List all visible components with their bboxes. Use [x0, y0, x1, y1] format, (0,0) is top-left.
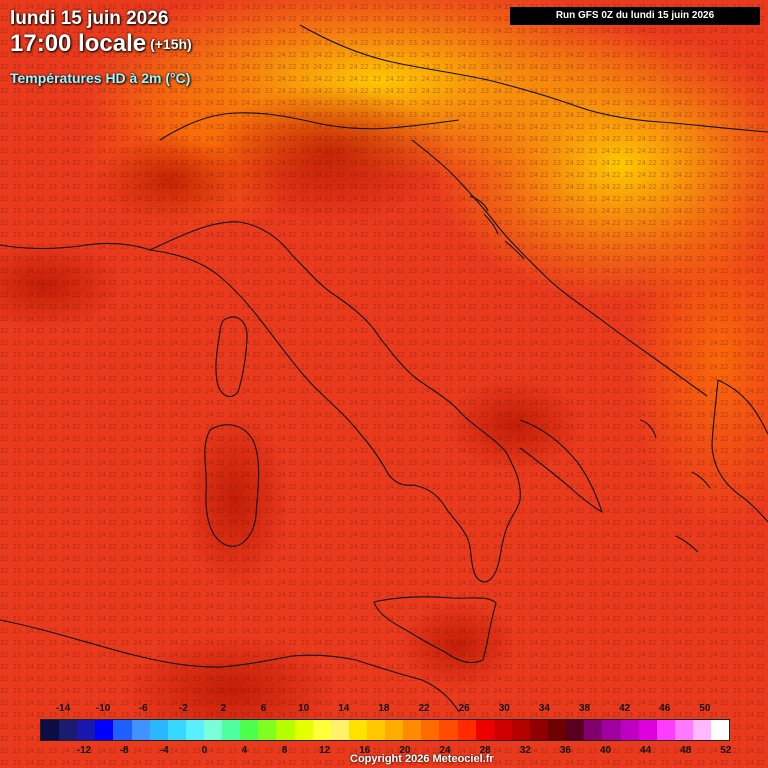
balkan-coast	[411, 139, 708, 397]
legend-label: 8	[281, 745, 288, 756]
legend-label: 36	[559, 745, 571, 756]
central-europe-border	[299, 24, 768, 133]
legend-swatch	[385, 720, 404, 740]
legend-swatch	[566, 720, 585, 740]
legend-label: 22	[418, 703, 430, 714]
legend-swatch	[149, 720, 168, 740]
legend-swatch	[602, 720, 621, 740]
legend-swatch	[439, 720, 458, 740]
legend-label: 26	[458, 703, 470, 714]
legend-label: 20	[399, 745, 411, 756]
legend-swatch	[77, 720, 96, 740]
legend-swatch	[711, 720, 730, 740]
legend-swatch	[638, 720, 657, 740]
legend-label: 4	[241, 745, 248, 756]
legend-swatch	[222, 720, 241, 740]
legend-swatch	[348, 720, 367, 740]
legend-swatch	[276, 720, 295, 740]
legend-swatch	[511, 720, 530, 740]
legend-swatch	[692, 720, 712, 740]
legend-top-labels: -14 -10 -6 -2 2 6 10 14 18 22 26 30 34 38 42 46 50	[40, 701, 730, 717]
legend-label: 52	[720, 745, 732, 756]
legend-swatch	[294, 720, 313, 740]
sardinia-outline	[204, 424, 260, 547]
legend-label: 48	[680, 745, 692, 756]
legend-label: 46	[659, 703, 671, 714]
forecast-date: lundi 15 juin 2026	[10, 8, 169, 29]
greece-outline	[711, 379, 768, 523]
legend-swatch	[548, 720, 567, 740]
france-coast	[0, 242, 151, 251]
legend-swatch	[620, 720, 639, 740]
legend-label: 14	[338, 703, 350, 714]
legend-label: 30	[498, 703, 510, 714]
legend-swatch	[41, 720, 60, 740]
legend-label: 2	[220, 703, 227, 714]
legend-label: -4	[159, 745, 169, 756]
legend-swatch	[131, 720, 150, 740]
legend-label: 10	[298, 703, 310, 714]
legend-label: 0	[201, 745, 208, 756]
legend-swatch	[240, 720, 259, 740]
legend-swatch	[493, 720, 512, 740]
legend-swatch	[330, 720, 349, 740]
coastlines-and-borders	[0, 24, 768, 713]
legend-label: 28	[479, 745, 491, 756]
legend-label: 32	[519, 745, 531, 756]
legend-label: 44	[640, 745, 652, 756]
legend-swatch	[312, 720, 331, 740]
forecast-time-label: 17:00 locale	[10, 30, 147, 57]
legend-swatch	[167, 720, 186, 740]
legend-label: -6	[138, 703, 148, 714]
legend-color-scale	[40, 719, 730, 741]
legend-label: -14	[55, 703, 71, 714]
italy-coastline	[149, 221, 521, 583]
legend-swatch	[584, 720, 603, 740]
forecast-offset: (+15h)	[150, 36, 192, 52]
legend-bottom-labels: -12 -8 -4 0 4 8 12 16 20 24 28 32 36 40 44 48 52	[40, 743, 732, 759]
run-info: Run GFS 0Z du lundi 15 juin 2026	[510, 7, 760, 25]
corsica-outline	[215, 316, 248, 397]
legend-label: 34	[538, 703, 550, 714]
legend-swatch	[529, 720, 549, 740]
legend-label: -10	[95, 703, 111, 714]
legend-label: 6	[260, 703, 267, 714]
north-africa-coast	[0, 619, 460, 713]
adriatic-islands	[469, 195, 525, 260]
legend-swatch	[403, 720, 422, 740]
temperature-legend: -14 -10 -6 -2 2 6 10 14 18 22 26 30 34 38 42 46 50 -12 -8…	[40, 701, 732, 759]
legend-swatch	[366, 720, 386, 740]
alps-border	[159, 112, 460, 141]
sicily-outline	[373, 596, 497, 663]
legend-label: 24	[439, 745, 451, 756]
legend-label: -12	[76, 745, 92, 756]
legend-label: 40	[599, 745, 612, 756]
heel-of-italy	[519, 419, 603, 513]
legend-swatch	[674, 720, 693, 740]
legend-label: 16	[359, 745, 371, 756]
legend-label: -2	[178, 703, 188, 714]
legend-label: 38	[578, 703, 591, 714]
legend-label: 42	[619, 703, 631, 714]
legend-swatch	[185, 720, 204, 740]
forecast-time: 17:00 locale (+15h)	[10, 30, 192, 58]
legend-swatch	[656, 720, 675, 740]
legend-label: -8	[119, 745, 129, 756]
legend-label: 18	[378, 703, 390, 714]
legend-swatch	[475, 720, 494, 740]
legend-swatch	[457, 720, 476, 740]
legend-swatch	[113, 720, 132, 740]
legend-swatch	[59, 720, 78, 740]
legend-swatch	[95, 720, 114, 740]
map-subtitle: Températures HD à 2m (°C)	[10, 70, 191, 86]
copyright-notice: Copyright 2026 Meteociel.fr	[350, 753, 494, 765]
legend-swatch	[421, 720, 440, 740]
legend-label: 12	[319, 745, 331, 756]
legend-swatch	[258, 720, 277, 740]
legend-swatch	[203, 720, 223, 740]
aegean-islands	[639, 419, 711, 553]
legend-label: 50	[699, 703, 711, 714]
